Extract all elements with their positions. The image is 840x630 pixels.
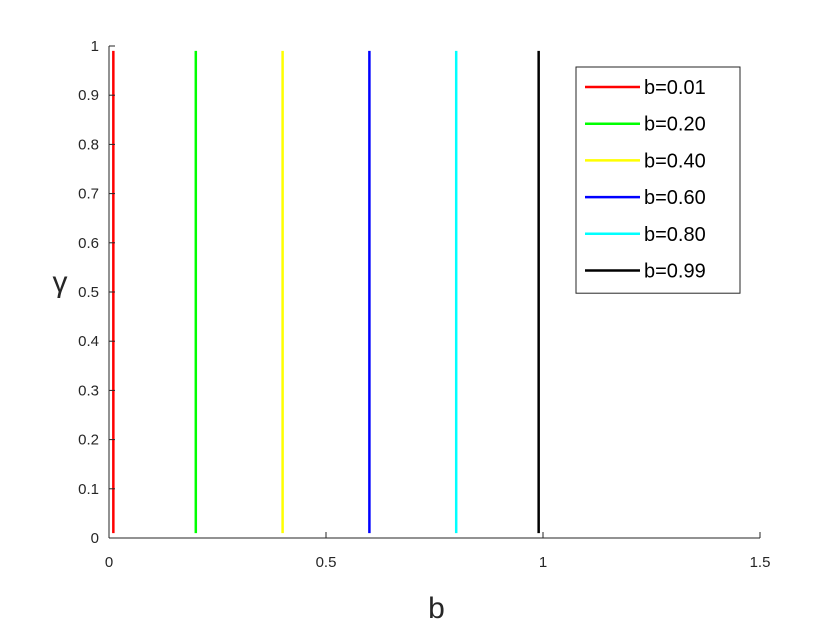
x-tick-label-3: 1.5 [750,554,771,571]
x-tick-label-2: 1 [539,554,547,571]
legend: b=0.01 b=0.20 b=0.40 b=0.60 b=0.80 b=0.99 [575,66,741,294]
y-tick-label-0: 0 [91,530,99,547]
y-tick-label-6: 0.6 [78,235,99,252]
y-tick-label-2: 0.2 [78,432,99,449]
y-tick-label-10: 1 [91,38,99,55]
y-tick-label-7: 0.7 [78,186,99,203]
legend-label-3: b=0.60 [644,187,706,209]
axes-layer: 0 0.5 1 1.5 0 0.1 0.2 0.3 0.4 0.5 0.6 0.7 0.8 0.9 1 [78,38,770,571]
legend-label-0: b=0.01 [644,77,706,99]
y-axis-label: γ [53,266,68,299]
series-layer [112,50,540,534]
legend-label-5: b=0.99 [644,261,706,283]
legend-box [575,66,741,294]
x-tick-label-0: 0 [105,554,113,571]
y-tick-label-5: 0.5 [78,284,99,301]
y-tick-label-8: 0.8 [78,136,99,153]
y-tick-label-3: 0.3 [78,382,99,399]
x-tick-label-1: 0.5 [316,554,337,571]
x-axis-label: b [428,592,445,625]
y-tick-label-1: 0.1 [78,481,99,498]
legend-label-4: b=0.80 [644,224,706,246]
legend-label-1: b=0.20 [644,114,706,136]
y-tick-label-4: 0.4 [78,333,99,350]
legend-label-2: b=0.40 [644,150,706,172]
y-tick-label-9: 0.9 [78,87,99,104]
